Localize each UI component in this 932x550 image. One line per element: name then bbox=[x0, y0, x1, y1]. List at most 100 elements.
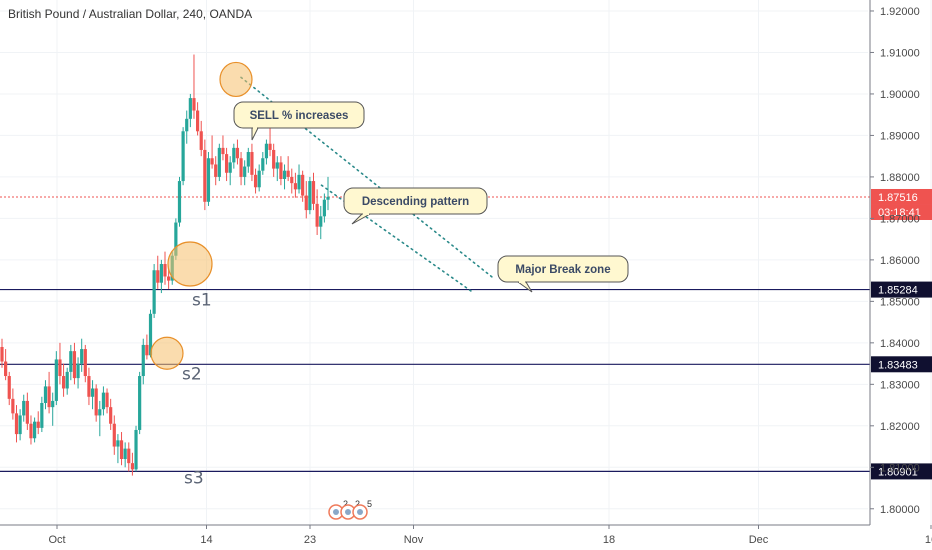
flag-icon bbox=[345, 509, 351, 515]
candle-body bbox=[119, 440, 124, 459]
support-level-price: 1.83483 bbox=[878, 359, 918, 371]
candle-body bbox=[7, 376, 11, 399]
countdown-label: 03:18:41 bbox=[878, 207, 921, 219]
candle-body bbox=[290, 176, 294, 184]
candle-body bbox=[181, 131, 185, 182]
candlestick-series bbox=[0, 54, 330, 476]
support-level-name: s2 bbox=[182, 364, 202, 384]
current-price-label: 1.87516 bbox=[878, 192, 918, 204]
channel-trendline bbox=[240, 76, 495, 280]
candle-body bbox=[138, 376, 142, 430]
callout-tail bbox=[351, 213, 372, 225]
candle-body bbox=[65, 371, 69, 389]
candle-body bbox=[148, 313, 153, 356]
candle-body bbox=[304, 195, 308, 211]
candle-body bbox=[14, 413, 19, 435]
candle-body bbox=[69, 351, 73, 372]
candle-body bbox=[239, 158, 243, 177]
candle-body bbox=[76, 363, 80, 379]
chart-annotations bbox=[150, 61, 495, 370]
callout-bubble[interactable] bbox=[233, 101, 365, 129]
candle-body bbox=[319, 216, 323, 227]
candle-body bbox=[105, 392, 109, 408]
candle-body bbox=[199, 131, 203, 150]
candle-body bbox=[272, 149, 276, 169]
price-tick-label: 1.88000 bbox=[880, 172, 920, 184]
event-count-label: 2 bbox=[343, 499, 348, 509]
candle-body bbox=[243, 166, 247, 177]
candle-body bbox=[112, 423, 116, 447]
callout-bubble[interactable] bbox=[497, 255, 629, 283]
callout-tail bbox=[251, 127, 259, 141]
candle-body bbox=[40, 402, 44, 428]
support-level-name: s1 bbox=[192, 291, 212, 311]
candle-body bbox=[250, 152, 254, 175]
candle-body bbox=[257, 170, 261, 188]
candle-body bbox=[214, 164, 218, 177]
candle-body bbox=[58, 359, 62, 377]
candle-body bbox=[116, 440, 120, 447]
candle-body bbox=[51, 400, 55, 408]
candle-body bbox=[326, 196, 330, 200]
support-level-tag bbox=[871, 463, 932, 480]
candle-body bbox=[308, 181, 312, 211]
candle-body bbox=[224, 154, 229, 173]
candle-body bbox=[177, 181, 182, 223]
candle-body bbox=[18, 415, 22, 435]
price-tick-label: 1.87000 bbox=[880, 213, 920, 225]
candle-body bbox=[163, 264, 167, 277]
candle-body bbox=[297, 174, 301, 190]
callout-bubble[interactable] bbox=[343, 187, 488, 215]
candle-body bbox=[72, 351, 77, 379]
candle-body bbox=[94, 388, 98, 416]
callout-text: Major Break zone bbox=[515, 264, 610, 276]
candle-body bbox=[217, 147, 221, 177]
candle-body bbox=[174, 222, 178, 256]
candle-body bbox=[210, 158, 214, 165]
time-tick-label: Nov bbox=[404, 534, 424, 546]
callout-tail bbox=[516, 281, 533, 293]
price-tick-label: 1.91000 bbox=[880, 47, 920, 59]
price-tick-label: 1.86000 bbox=[880, 255, 920, 267]
price-tick-label: 1.90000 bbox=[880, 89, 920, 101]
candle-body bbox=[54, 359, 58, 401]
candle-body bbox=[145, 344, 149, 356]
candle-body bbox=[293, 183, 297, 190]
candle-body bbox=[322, 199, 326, 217]
candle-body bbox=[123, 448, 127, 459]
candle-body bbox=[282, 170, 287, 179]
candle-body bbox=[188, 98, 192, 119]
price-tick-label: 1.82000 bbox=[880, 421, 920, 433]
candle-body bbox=[134, 429, 138, 470]
candle-body bbox=[98, 409, 102, 416]
highlight-circle bbox=[167, 241, 213, 287]
time-axis[interactable]: Oct1423Nov18Dec162020 bbox=[0, 524, 932, 546]
candle-body bbox=[279, 162, 283, 179]
candle-body bbox=[11, 398, 15, 414]
candle-body bbox=[315, 203, 319, 227]
support-level-price: 1.85284 bbox=[878, 285, 918, 297]
support-levels: 1.85284 s1 1.83483 s2 1.80901 s3 1.87516 03:18:… bbox=[0, 188, 932, 488]
candle-body bbox=[47, 386, 51, 408]
time-tick-label: 14 bbox=[200, 534, 212, 546]
candle-body bbox=[33, 421, 37, 439]
time-tick-label: Dec bbox=[749, 534, 769, 546]
price-tick-label: 1.83000 bbox=[880, 379, 920, 391]
callout-bubbles[interactable]: SELL % increases Descending pattern Major … bbox=[233, 101, 629, 293]
price-tick-label: 1.84000 bbox=[880, 338, 920, 350]
chart-grid bbox=[0, 0, 932, 525]
countdown-tag bbox=[871, 204, 932, 220]
candle-body bbox=[141, 344, 145, 377]
candle-body bbox=[301, 174, 305, 196]
support-level-name: s3 bbox=[184, 468, 204, 488]
candle-body bbox=[159, 264, 163, 283]
candle-body bbox=[264, 143, 269, 159]
candle-body bbox=[228, 162, 232, 173]
candle-body bbox=[156, 270, 160, 283]
candle-body bbox=[80, 349, 84, 364]
candle-body bbox=[275, 162, 279, 169]
candle-body bbox=[109, 407, 113, 424]
price-axis[interactable]: 1.92000 1.91000 1.90000 1.89000 1.88000 1.870… bbox=[869, 0, 920, 525]
